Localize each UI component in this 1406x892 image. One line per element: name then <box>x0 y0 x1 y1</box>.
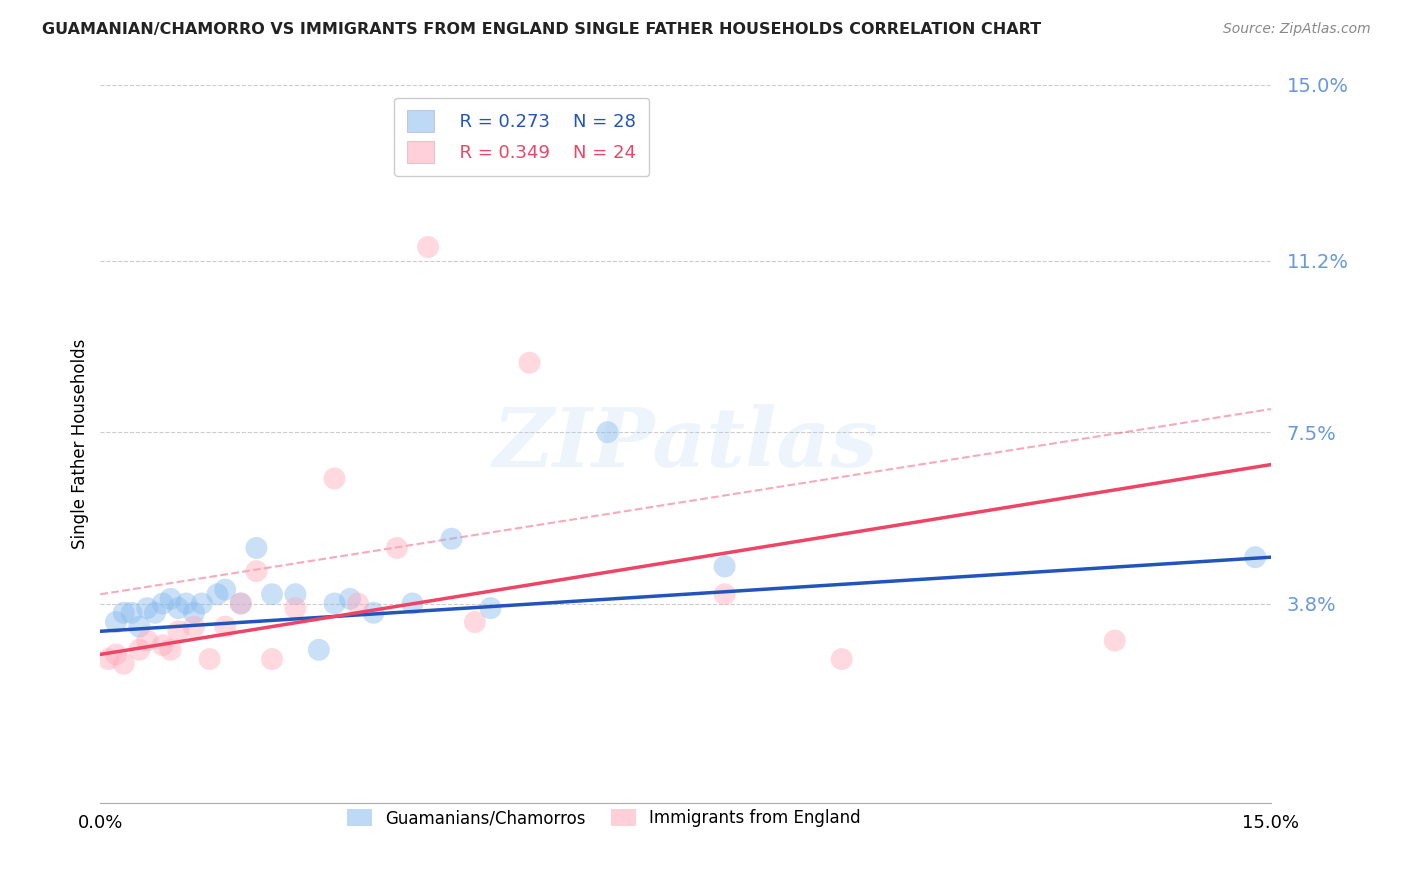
Point <box>136 601 159 615</box>
Point <box>229 597 252 611</box>
Point <box>104 648 127 662</box>
Text: ZIPatlas: ZIPatlas <box>494 404 879 483</box>
Point <box>97 652 120 666</box>
Point <box>152 597 174 611</box>
Point <box>229 597 252 611</box>
Point <box>339 591 361 606</box>
Point <box>128 620 150 634</box>
Point <box>159 591 181 606</box>
Point <box>198 652 221 666</box>
Point <box>308 642 330 657</box>
Text: GUAMANIAN/CHAMORRO VS IMMIGRANTS FROM ENGLAND SINGLE FATHER HOUSEHOLDS CORRELATI: GUAMANIAN/CHAMORRO VS IMMIGRANTS FROM EN… <box>42 22 1042 37</box>
Point <box>167 601 190 615</box>
Point <box>112 657 135 671</box>
Point <box>207 587 229 601</box>
Point <box>260 587 283 601</box>
Point <box>1244 550 1267 565</box>
Point <box>1104 633 1126 648</box>
Point <box>713 587 735 601</box>
Point <box>183 606 205 620</box>
Point <box>416 240 439 254</box>
Point <box>596 425 619 440</box>
Point <box>260 652 283 666</box>
Point <box>284 601 307 615</box>
Point <box>104 615 127 629</box>
Point <box>713 559 735 574</box>
Point <box>831 652 853 666</box>
Point <box>479 601 502 615</box>
Point <box>214 582 236 597</box>
Point <box>214 620 236 634</box>
Point <box>143 606 166 620</box>
Point <box>245 564 267 578</box>
Point <box>128 642 150 657</box>
Text: Source: ZipAtlas.com: Source: ZipAtlas.com <box>1223 22 1371 37</box>
Point <box>284 587 307 601</box>
Point <box>191 597 214 611</box>
Point <box>323 471 346 485</box>
Legend: Guamanians/Chamorros, Immigrants from England: Guamanians/Chamorros, Immigrants from En… <box>340 802 868 834</box>
Point <box>323 597 346 611</box>
Point <box>183 620 205 634</box>
Point <box>464 615 486 629</box>
Point <box>174 597 197 611</box>
Point <box>519 356 541 370</box>
Point <box>363 606 385 620</box>
Point <box>440 532 463 546</box>
Point <box>152 638 174 652</box>
Point <box>401 597 423 611</box>
Point <box>245 541 267 555</box>
Point <box>112 606 135 620</box>
Point <box>167 624 190 639</box>
Point <box>385 541 408 555</box>
Point <box>347 597 370 611</box>
Y-axis label: Single Father Households: Single Father Households <box>72 339 89 549</box>
Point <box>121 606 143 620</box>
Point <box>159 642 181 657</box>
Point <box>136 633 159 648</box>
